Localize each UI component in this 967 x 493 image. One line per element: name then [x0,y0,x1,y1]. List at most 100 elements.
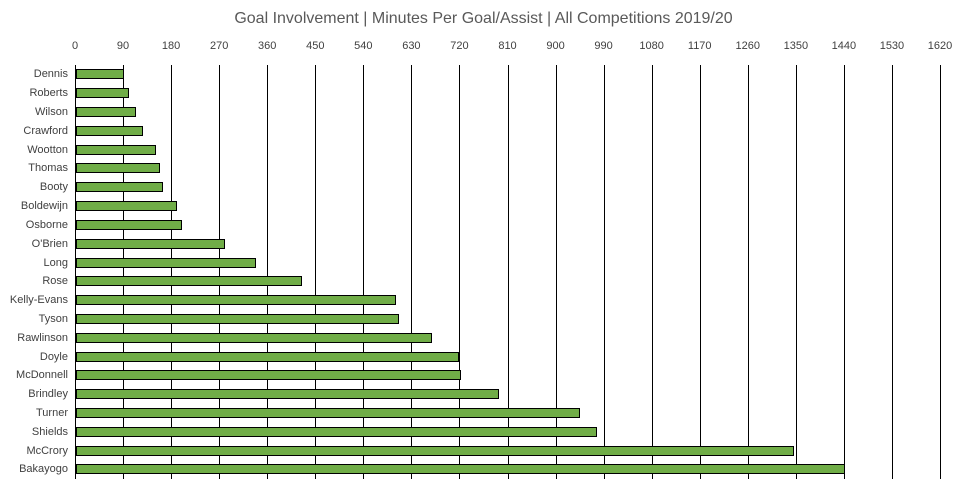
bar-row-booty [76,178,941,197]
gridline-720 [459,65,461,479]
gridline-270 [219,65,221,479]
x-tick-540: 540 [354,40,373,52]
x-tick-180: 180 [161,40,181,52]
category-label-wilson: Wilson [34,106,68,119]
bar-row-rose [76,272,941,291]
bar-row-shields [76,422,941,441]
x-tick-1350: 1350 [783,40,809,52]
category-label-long: Long [43,256,68,269]
x-tick-630: 630 [402,40,421,52]
gridline-360 [267,65,269,479]
gridline-540 [363,65,365,479]
category-label-kelly-evans: Kelly-Evans [9,294,68,307]
category-label-bakayogo: Bakayogo [19,463,68,476]
bar-doyle [76,351,460,362]
bar-thomas [76,163,160,174]
gridline-1530 [891,65,893,479]
bar-row-brindley [76,385,941,404]
category-label-thomas: Thomas [28,162,68,175]
category-label-booty: Booty [39,181,68,194]
bar-row-crawford [76,121,941,140]
bar-row-wilson [76,103,941,122]
gridline-1080 [651,65,653,479]
bar-wilson [76,107,137,118]
category-label-osborne: Osborne [25,218,68,231]
bar-booty [76,182,163,193]
x-tick-900: 900 [546,40,565,52]
category-label-rawlinson: Rawlinson [17,331,68,344]
x-tick-1440: 1440 [831,40,857,52]
gridline-810 [507,65,509,479]
bar-roberts [76,88,129,99]
gridline-90 [123,65,125,479]
x-tick-1260: 1260 [735,40,761,52]
bar-dennis [76,69,125,80]
bar-wootton [76,144,156,155]
bar-crawford [76,125,144,136]
x-tick-1620: 1620 [927,40,953,52]
x-tick-1080: 1080 [639,40,664,52]
x-tick-450: 450 [306,40,325,52]
x-tick-1530: 1530 [879,40,905,52]
bar-row-wootton [76,140,941,159]
bar-turner [76,408,581,419]
category-label-brindley: Brindley [28,388,68,401]
bar-mcdonnell [76,370,461,381]
bar-row-mccrory [76,441,941,460]
category-label-boldewijn: Boldewijn [20,200,68,213]
x-tick-270: 270 [209,40,229,52]
category-label-mcdonnell: McDonnell [16,369,68,382]
bar-rose [76,276,303,287]
bar-tyson [76,313,400,324]
category-label-rose: Rose [42,275,68,288]
category-label-tyson: Tyson [38,312,68,325]
bar-mccrory [76,445,794,456]
category-label-doyle: Doyle [39,350,68,363]
gridline-630 [411,65,413,479]
bar-row-doyle [76,347,941,366]
gridline-900 [555,65,557,479]
bar-row-mcdonnell [76,366,941,385]
y-axis-category-labels: Dennis Roberts Wilson Crawford Wootton Thomas… [0,65,68,479]
category-label-mccrory: McCrory [26,444,68,457]
category-label-o-brien: O'Brien [31,237,68,250]
plot-area [75,65,941,479]
gridline-990 [603,65,605,479]
category-label-dennis: Dennis [33,68,68,81]
bar-row-thomas [76,159,941,178]
bar-o-brien [76,238,225,249]
x-tick-90: 90 [116,40,130,52]
bar-row-tyson [76,310,941,329]
x-tick-360: 360 [258,40,277,52]
gridline-1350 [795,65,797,479]
bar-row-long [76,253,941,272]
category-label-wootton: Wootton [27,143,68,156]
category-label-turner: Turner [36,407,68,420]
category-label-crawford: Crawford [23,124,68,137]
chart-title: Goal Involvement | Minutes Per Goal/Assi… [234,10,733,27]
x-tick-810: 810 [498,40,517,52]
x-axis-tick-labels: 0 90 180 270 360 450 540 630 720 810 900 990 1080 117… [71,40,952,53]
gridline-1170 [699,65,701,479]
bar-rawlinson [76,332,433,343]
bar-long [76,257,256,268]
bar-boldewijn [76,201,178,212]
bar-brindley [76,389,499,400]
bar-row-roberts [76,84,941,103]
gridline-450 [315,65,317,479]
x-tick-990: 990 [594,40,613,52]
bar-shields [76,426,598,437]
bar-row-dennis [76,65,941,84]
bar-row-turner [76,404,941,423]
bar-kelly-evans [76,295,397,306]
category-label-roberts: Roberts [29,87,68,100]
x-tick-1170: 1170 [687,40,712,52]
bar-row-osborne [76,216,941,235]
x-tick-720: 720 [450,40,469,52]
bar-row-rawlinson [76,328,941,347]
gridline-1440 [843,65,845,479]
bar-osborne [76,219,182,230]
bar-row-boldewijn [76,197,941,216]
x-tick-0: 0 [71,40,79,52]
